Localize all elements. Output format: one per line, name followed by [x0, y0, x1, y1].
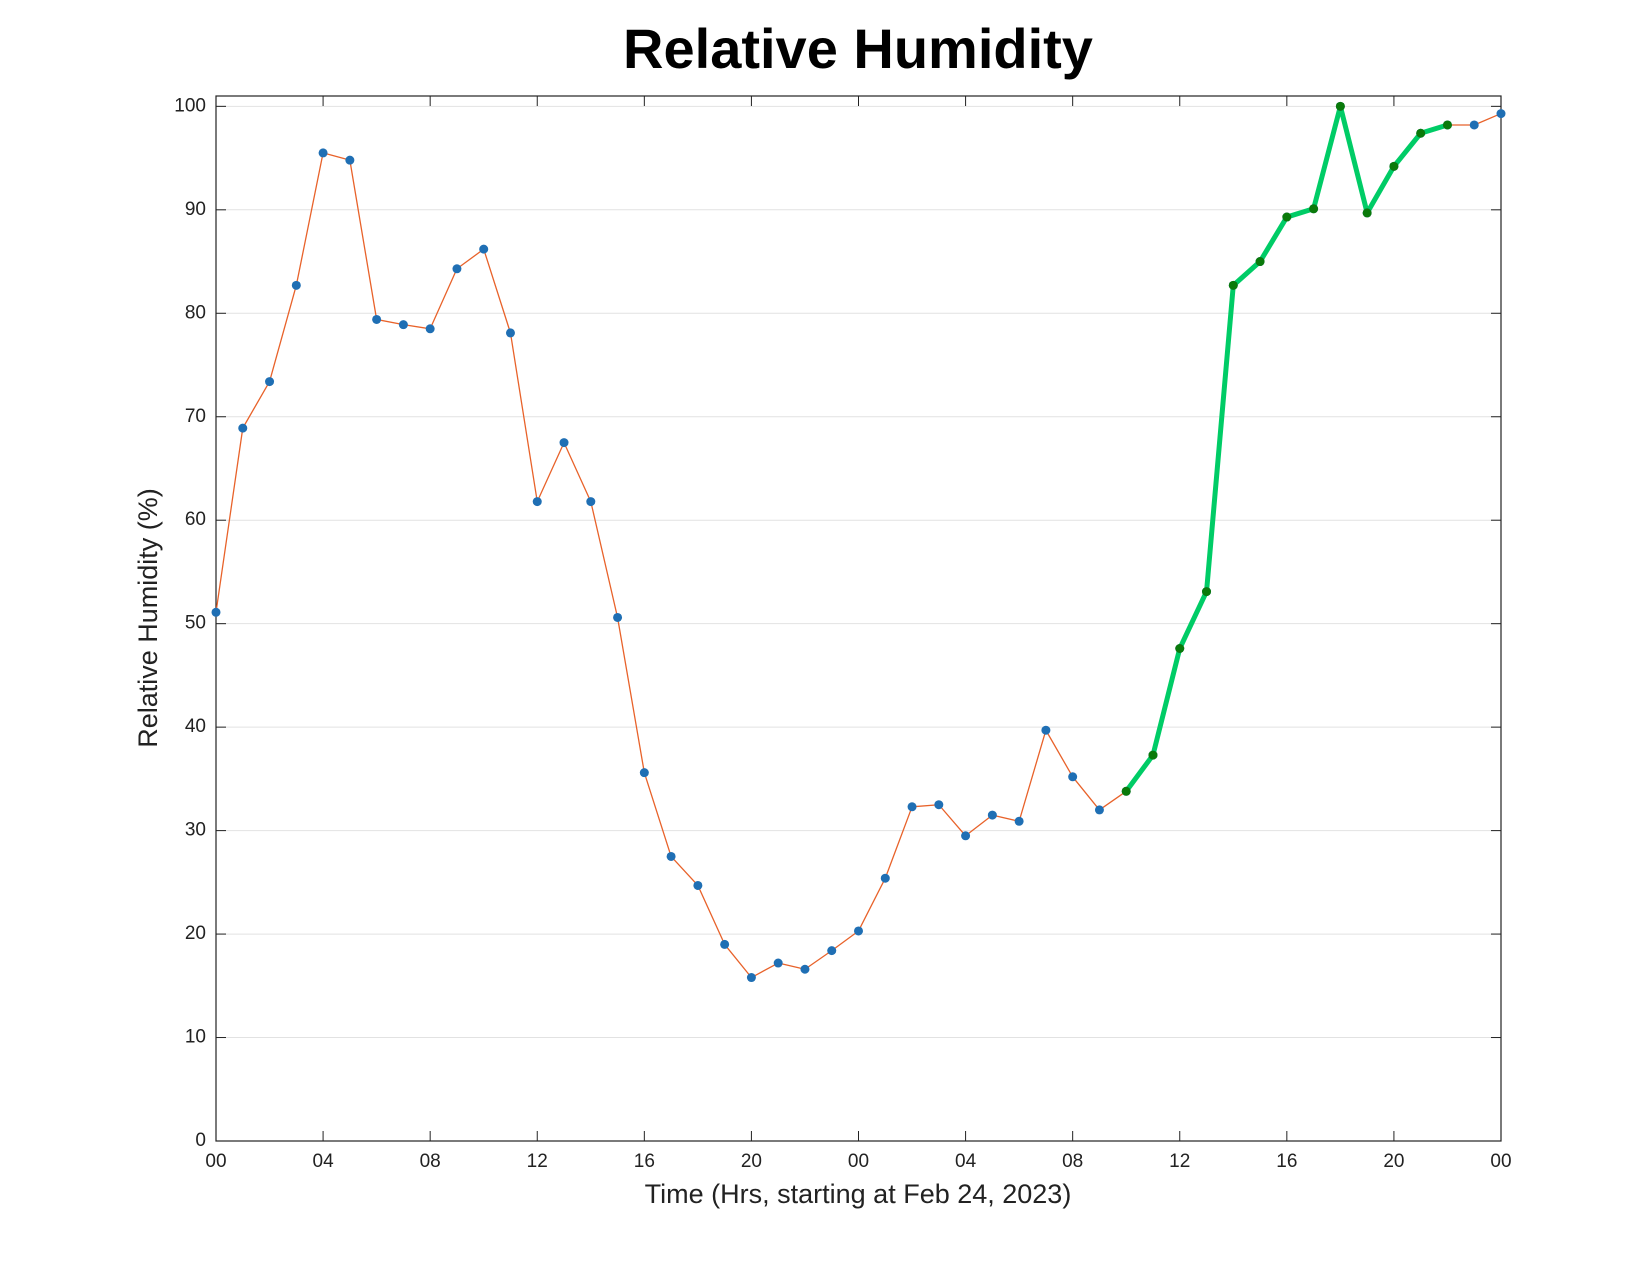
- y-tick-label: 50: [185, 613, 206, 634]
- x-tick-label: 00: [205, 1151, 226, 1172]
- data-point: [1469, 120, 1479, 130]
- series-line: [215, 105, 1502, 979]
- y-tick-label: 0: [195, 1130, 206, 1151]
- data-point: [211, 607, 221, 617]
- y-tick-label: 40: [185, 716, 206, 737]
- data-point: [586, 497, 596, 507]
- data-point: [1255, 257, 1265, 267]
- data-point: [1121, 786, 1131, 796]
- data-point: [505, 328, 515, 338]
- data-point: [1362, 208, 1372, 218]
- data-point: [1335, 101, 1345, 111]
- data-point: [1148, 750, 1158, 760]
- data-point: [961, 831, 971, 841]
- data-point: [613, 612, 623, 622]
- plot-frame: [215, 95, 1502, 1142]
- data-point: [238, 423, 248, 433]
- y-tick-label: 90: [185, 199, 206, 220]
- data-point: [1389, 161, 1399, 171]
- data-point: [639, 768, 649, 778]
- data-point: [1068, 772, 1078, 782]
- data-point: [372, 314, 382, 324]
- data-point: [532, 497, 542, 507]
- data-point: [746, 973, 756, 983]
- data-point: [666, 851, 676, 861]
- data-point: [1094, 805, 1104, 815]
- data-point: [265, 377, 275, 387]
- x-tick-label: 12: [1169, 1151, 1190, 1172]
- data-point: [934, 800, 944, 810]
- data-point: [559, 438, 569, 448]
- y-tick-label: 10: [185, 1027, 206, 1048]
- data-point: [1442, 120, 1452, 130]
- x-tick-label: 16: [634, 1151, 655, 1172]
- data-point: [693, 880, 703, 890]
- data-point: [720, 939, 730, 949]
- data-point: [880, 873, 890, 883]
- x-tick-label: 20: [1383, 1151, 1404, 1172]
- x-tick-label: 00: [1490, 1151, 1511, 1172]
- data-point: [291, 280, 301, 290]
- x-tick-label: 16: [1276, 1151, 1297, 1172]
- data-point: [479, 244, 489, 254]
- series-line: [1124, 103, 1449, 793]
- data-point: [773, 958, 783, 968]
- x-tick-label: 08: [1062, 1151, 1083, 1172]
- data-point: [1228, 280, 1238, 290]
- data-point: [854, 926, 863, 936]
- y-tick-label: 80: [185, 302, 206, 323]
- x-tick-label: 04: [313, 1151, 335, 1172]
- chart-title: Relative Humidity: [623, 17, 1093, 80]
- data-point: [800, 964, 810, 974]
- data-point: [1202, 587, 1212, 597]
- data-point: [827, 946, 837, 956]
- y-tick-label: 30: [185, 820, 206, 841]
- data-point: [1175, 644, 1185, 654]
- data-point: [345, 155, 355, 165]
- data-point: [452, 264, 462, 274]
- y-tick-label: 70: [185, 406, 206, 427]
- data-point: [425, 324, 435, 334]
- data-point: [1282, 212, 1292, 222]
- x-tick-label: 04: [955, 1151, 977, 1172]
- data-point: [987, 810, 997, 820]
- data-point: [907, 802, 917, 812]
- y-tick-label: 60: [185, 509, 206, 530]
- y-axis-label: Relative Humidity (%): [133, 488, 163, 748]
- data-point: [1496, 109, 1506, 119]
- data-point: [1416, 128, 1426, 138]
- data-point: [318, 148, 328, 158]
- data-point: [1309, 204, 1319, 214]
- x-tick-label: 20: [741, 1151, 762, 1172]
- x-tick-label: 12: [527, 1151, 548, 1172]
- data-point: [398, 320, 408, 330]
- y-tick-label: 100: [174, 95, 206, 116]
- x-axis-label: Time (Hrs, starting at Feb 24, 2023): [645, 1179, 1072, 1209]
- x-tick-label: 00: [848, 1151, 869, 1172]
- data-point: [1041, 725, 1051, 735]
- x-tick-label: 08: [420, 1151, 441, 1172]
- y-tick-label: 20: [185, 923, 206, 944]
- data-point: [1014, 816, 1024, 826]
